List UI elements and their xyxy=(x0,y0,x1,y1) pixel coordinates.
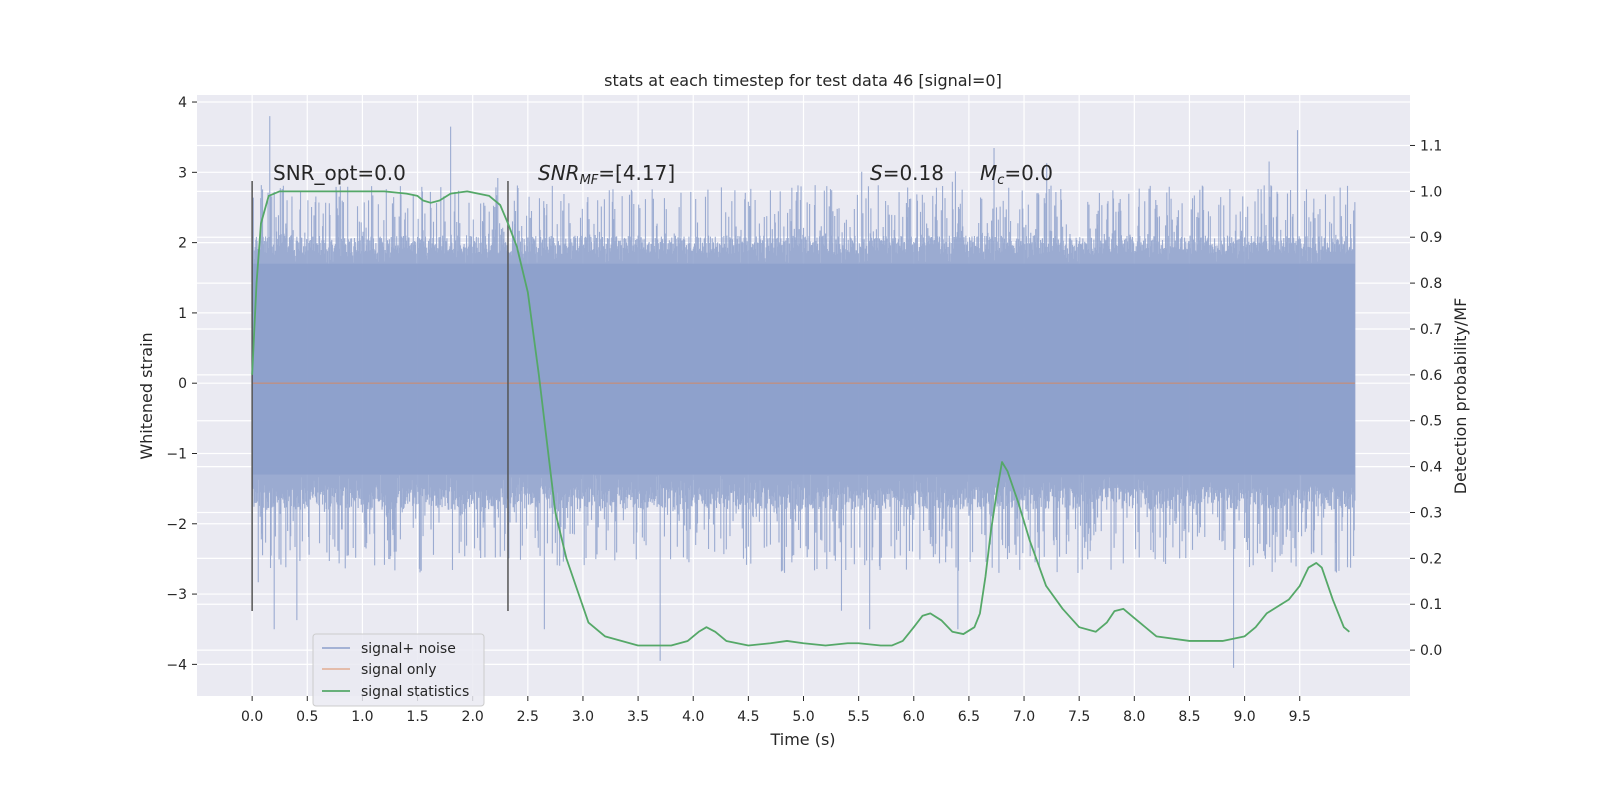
x-tick-label: 2.5 xyxy=(517,709,539,725)
y2-tick-label: 0.2 xyxy=(1420,551,1442,567)
y2-tick-label: 1.1 xyxy=(1420,138,1442,154)
annotation-mc-value: =0.0 xyxy=(1004,161,1053,185)
legend-label-stats: signal statistics xyxy=(361,684,469,700)
annotation-s-value: =0.18 xyxy=(883,161,944,185)
y2-tick-label: 0.7 xyxy=(1420,322,1442,338)
x-tick-label: 0.5 xyxy=(296,709,318,725)
y-tick-label: −4 xyxy=(166,657,187,673)
y2-axis-label: Detection probability/MF xyxy=(1451,298,1470,495)
x-tick-label: 7.5 xyxy=(1068,709,1090,725)
y2-tick-label: 0.0 xyxy=(1420,643,1442,659)
legend-label-signal: signal only xyxy=(361,662,436,678)
x-tick-label: 3.0 xyxy=(572,709,594,725)
x-tick-label: 6.0 xyxy=(903,709,925,725)
x-tick-label: 4.5 xyxy=(737,709,759,725)
legend: signal+ noise signal only signal statist… xyxy=(312,633,485,707)
y-axis-ticks: 4 3 2 1 0 −1 −2 −3 −4 xyxy=(166,95,197,673)
x-tick-label: 6.5 xyxy=(958,709,980,725)
y-tick-label: −1 xyxy=(166,446,187,462)
window-marker-lines xyxy=(251,181,509,611)
y-tick-label: 1 xyxy=(178,306,187,322)
annotation-snr-mf: SNRMF=[4.17] xyxy=(538,161,675,188)
legend-label-noise: signal+ noise xyxy=(361,641,456,657)
y-tick-label: 4 xyxy=(178,95,187,111)
x-tick-label: 0.0 xyxy=(241,709,263,725)
y2-tick-label: 0.5 xyxy=(1420,414,1442,430)
x-tick-label: 1.0 xyxy=(351,709,373,725)
signal-noise-series xyxy=(251,116,1356,668)
annotation-snr-mf-main: SNR xyxy=(538,161,580,185)
signal-statistics-series xyxy=(251,190,1350,647)
annotation-snr-mf-value: =[4.17] xyxy=(598,161,675,185)
x-tick-label: 9.5 xyxy=(1289,709,1311,725)
x-tick-label: 4.0 xyxy=(682,709,704,725)
chart-title: stats at each timestep for test data 46 … xyxy=(604,71,1002,90)
y2-tick-label: 0.4 xyxy=(1420,460,1442,476)
y-tick-label: −3 xyxy=(166,587,187,603)
y-tick-label: 3 xyxy=(178,165,187,181)
x-tick-label: 3.5 xyxy=(627,709,649,725)
annotation-snr-mf-sub: MF xyxy=(580,173,599,188)
signal-statistics-line xyxy=(251,190,1350,647)
y2-tick-label: 0.1 xyxy=(1420,597,1442,613)
x-tick-label: 9.0 xyxy=(1233,709,1255,725)
annotation-s: S=0.18 xyxy=(870,161,944,185)
y-tick-label: 2 xyxy=(178,236,187,252)
y2-tick-label: 0.3 xyxy=(1420,505,1442,521)
legend-box xyxy=(312,633,485,707)
annotation-mc: Mc=0.0 xyxy=(980,161,1053,188)
annotation-mc-main: M xyxy=(980,161,997,185)
annotation-mc-sub: c xyxy=(997,173,1004,188)
y2-tick-label: 0.8 xyxy=(1420,276,1442,292)
x-tick-label: 1.5 xyxy=(406,709,428,725)
x-axis-ticks: 0.0 0.5 1.0 1.5 2.0 2.5 3.0 3.5 4.0 4.5 5.0 5.5 6.0 6… xyxy=(241,696,1311,725)
y-tick-label: −2 xyxy=(166,517,187,533)
y2-tick-label: 1.0 xyxy=(1420,184,1442,200)
x-tick-label: 7.0 xyxy=(1013,709,1035,725)
y2-tick-label: 0.6 xyxy=(1420,368,1442,384)
x-tick-label: 8.5 xyxy=(1178,709,1200,725)
signal-noise-core xyxy=(252,263,1355,475)
y-axis-label: Whitened strain xyxy=(137,332,156,459)
x-tick-label: 5.0 xyxy=(792,709,814,725)
annotation-snr-opt: SNR_opt=0.0 xyxy=(273,161,406,185)
x-tick-label: 8.0 xyxy=(1123,709,1145,725)
x-tick-label: 5.5 xyxy=(848,709,870,725)
x-tick-label: 2.0 xyxy=(462,709,484,725)
annotation-s-symbol: S xyxy=(870,161,883,185)
y-tick-label: 0 xyxy=(178,376,187,392)
y2-tick-label: 0.9 xyxy=(1420,230,1442,246)
x-axis-label: Time (s) xyxy=(769,730,835,749)
y2-axis-ticks: 1.1 1.0 0.9 0.8 0.7 0.6 0.5 0.4 0.3 0.2 0.1 0.0 xyxy=(1410,138,1442,659)
